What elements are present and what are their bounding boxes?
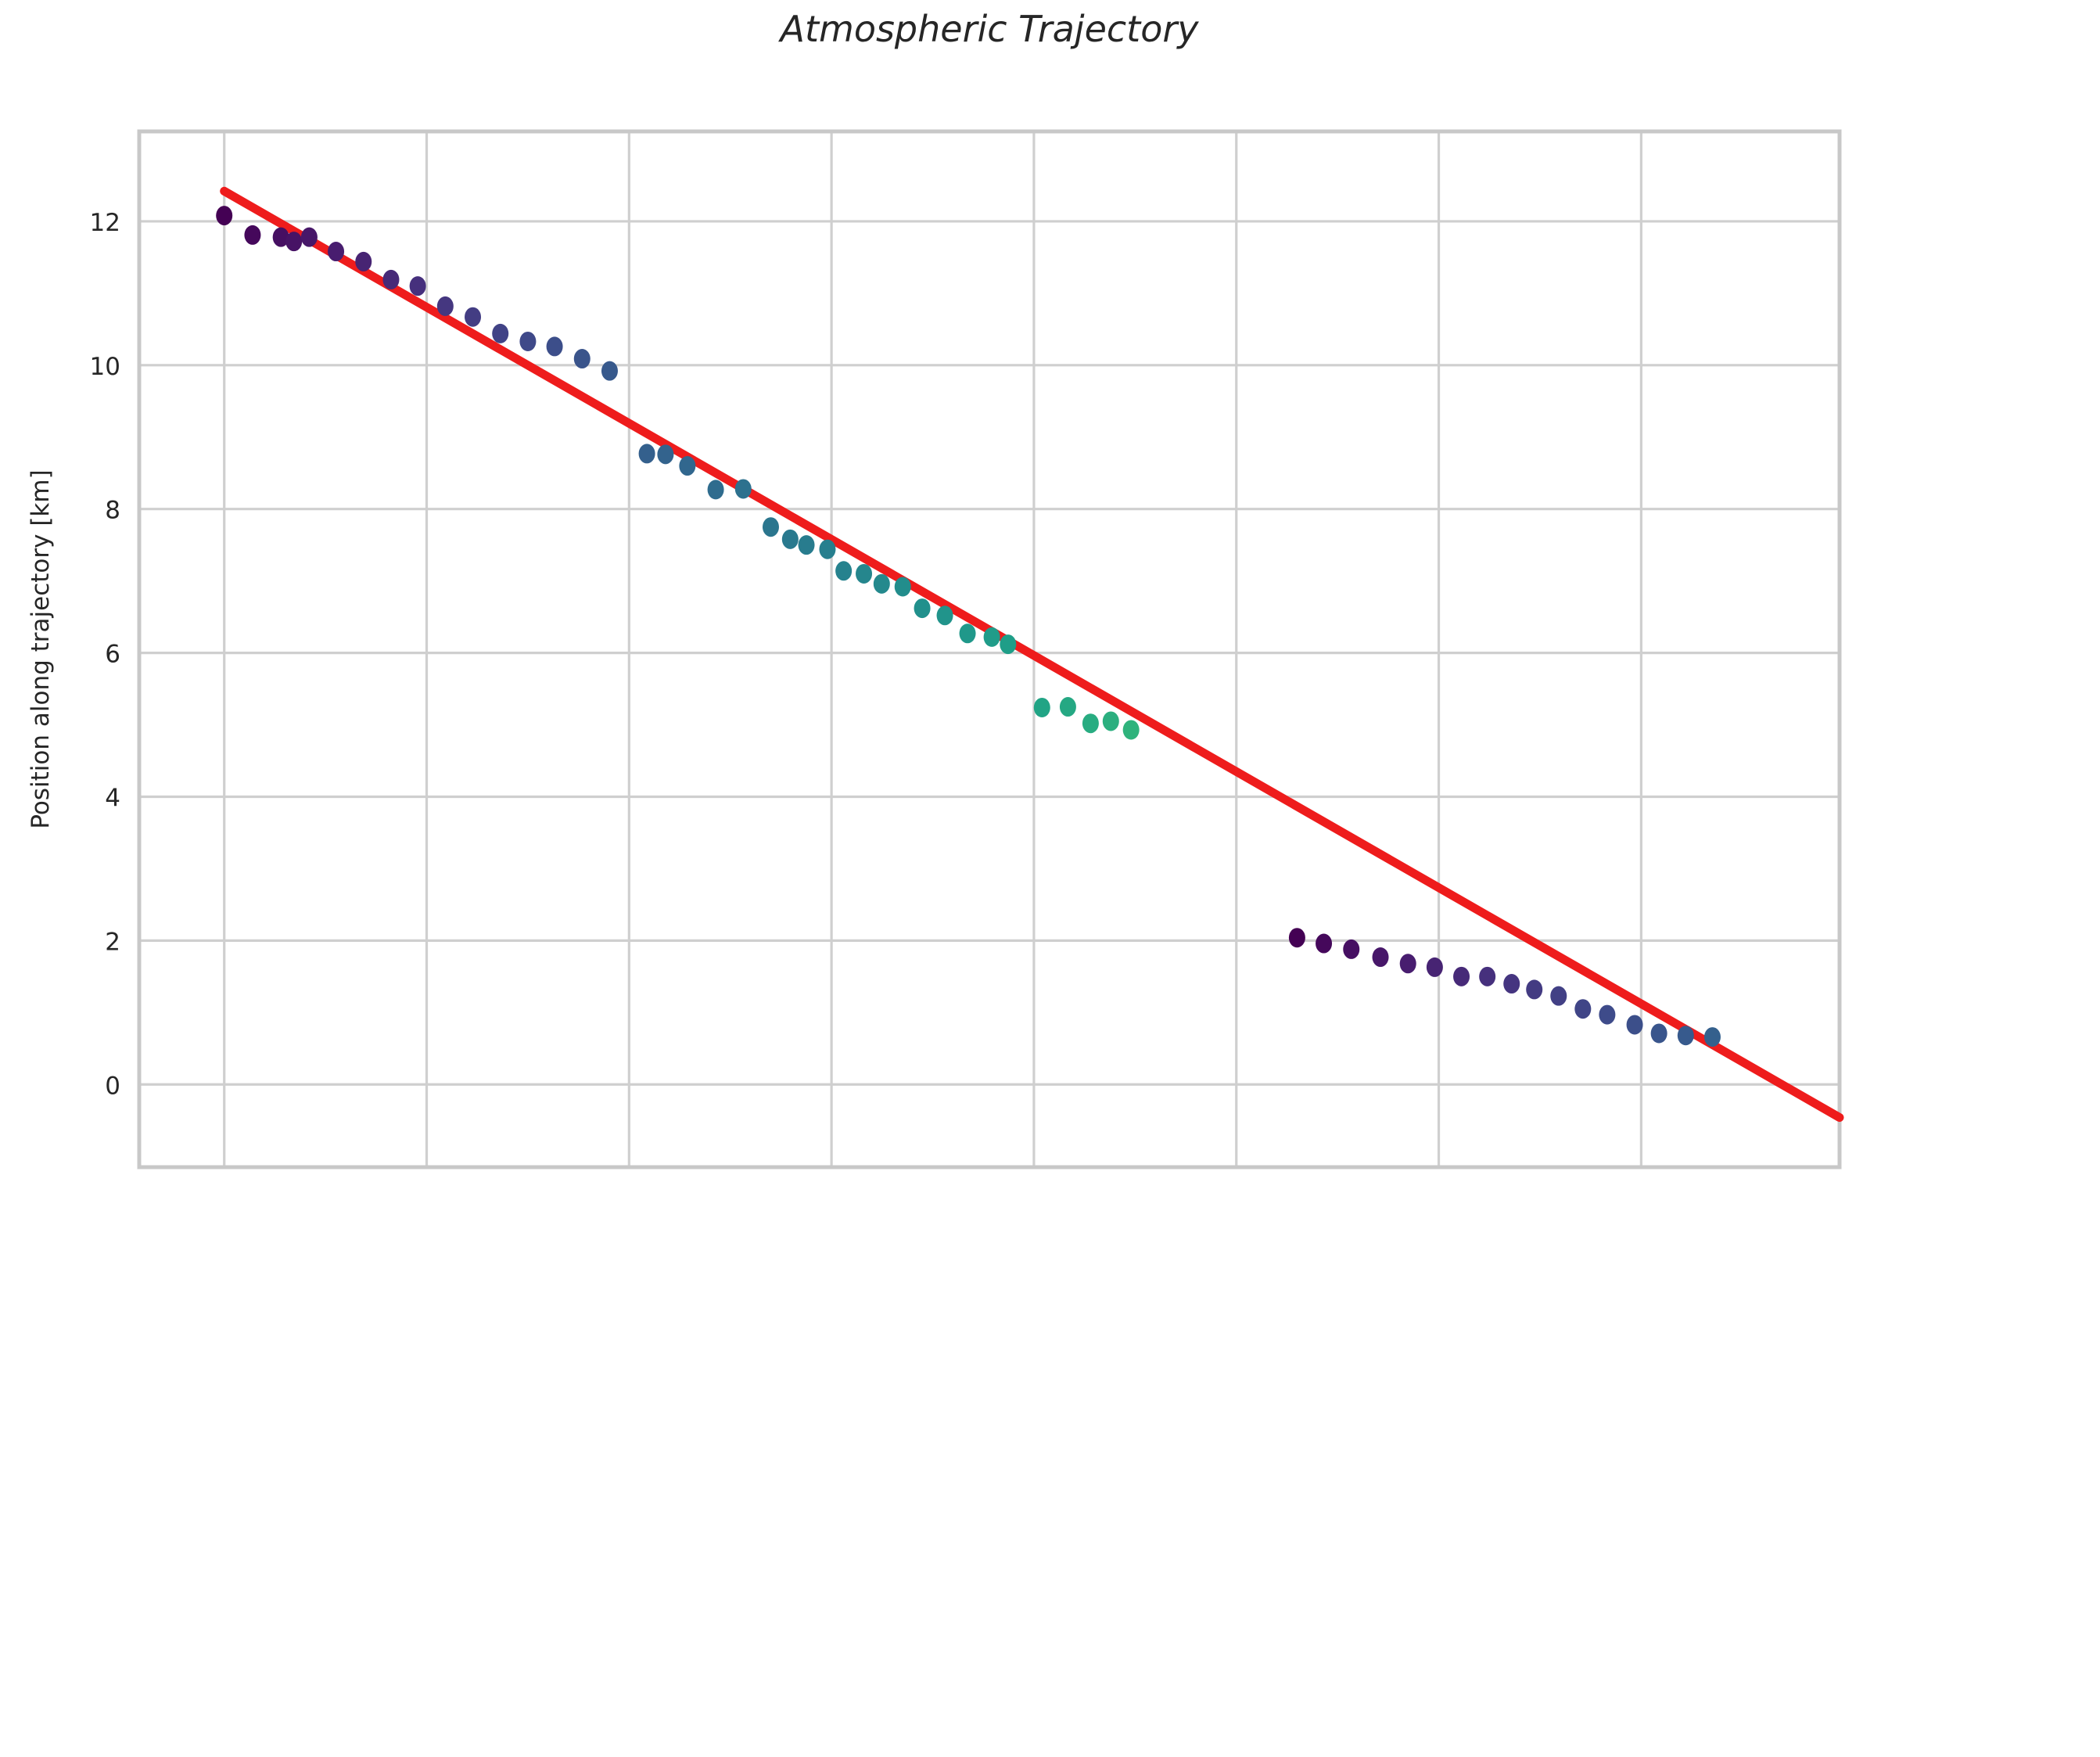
observation-point[interactable] — [216, 206, 233, 226]
observation-point[interactable] — [285, 232, 303, 252]
observation-point[interactable] — [798, 535, 815, 555]
observation-point[interactable] — [546, 336, 563, 357]
observation-point[interactable] — [1574, 999, 1592, 1019]
observation-point[interactable] — [409, 276, 426, 296]
observation-point[interactable] — [1550, 986, 1567, 1006]
observation-point[interactable] — [1372, 947, 1389, 968]
observation-point[interactable] — [601, 361, 618, 381]
observation-point[interactable] — [936, 605, 953, 626]
observation-point[interactable] — [1102, 711, 1119, 731]
observation-point[interactable] — [959, 623, 976, 644]
observation-point[interactable] — [734, 479, 752, 499]
observation-point[interactable] — [638, 444, 655, 464]
y-tick-label: 12 — [90, 209, 120, 237]
observation-point[interactable] — [1082, 713, 1099, 734]
main-plot-ylabel: Position along trajectory [km] — [27, 469, 55, 828]
y-tick-label: 10 — [90, 353, 120, 381]
observation-point[interactable] — [707, 480, 724, 500]
observation-point[interactable] — [465, 307, 482, 327]
observation-point[interactable] — [1479, 966, 1496, 986]
observation-point[interactable] — [1343, 939, 1360, 959]
observation-point[interactable] — [492, 323, 509, 343]
observation-point[interactable] — [1059, 697, 1076, 717]
observation-point[interactable] — [1288, 928, 1305, 948]
observation-point[interactable] — [819, 539, 836, 559]
observation-point[interactable] — [873, 573, 890, 594]
fitted-trajectory-path — [220, 186, 1844, 1123]
observation-point[interactable] — [244, 225, 261, 245]
observation-point[interactable] — [1650, 1023, 1667, 1044]
observation-points — [216, 206, 1721, 1047]
observation-point[interactable] — [1426, 957, 1443, 977]
observation-point[interactable] — [914, 598, 931, 619]
observation-point[interactable] — [1316, 933, 1333, 954]
y-tick-label: 8 — [105, 497, 120, 525]
main-axes-frame — [137, 129, 1842, 1170]
observation-point[interactable] — [436, 296, 454, 316]
observation-point[interactable] — [328, 242, 345, 262]
fitted-trajectory-line — [220, 186, 1844, 1123]
y-tick-label: 0 — [105, 1072, 120, 1100]
observation-point[interactable] — [781, 529, 799, 549]
observation-point[interactable] — [762, 517, 779, 537]
observation-point[interactable] — [983, 627, 1000, 647]
observation-point[interactable] — [1703, 1027, 1721, 1047]
main-plot-grid — [139, 131, 1840, 1167]
observation-point[interactable] — [679, 456, 696, 476]
observation-point[interactable] — [300, 227, 318, 247]
y-tick-label: 6 — [105, 641, 120, 669]
chart-title: Atmospheric Trajectory — [778, 8, 1200, 50]
observation-point[interactable] — [1399, 954, 1416, 974]
observation-point[interactable] — [1453, 966, 1470, 986]
y-tick-label: 2 — [105, 928, 120, 956]
y-tick-label: 4 — [105, 784, 120, 812]
observation-point[interactable] — [1503, 974, 1520, 994]
observation-point[interactable] — [1677, 1026, 1694, 1046]
chart-title-text: Atmospheric Trajectory — [778, 8, 1200, 50]
observation-point[interactable] — [1033, 697, 1050, 717]
observation-point[interactable] — [573, 349, 591, 369]
observation-point[interactable] — [1526, 979, 1543, 1000]
observation-point[interactable] — [1599, 1004, 1616, 1025]
observation-point[interactable] — [519, 331, 537, 351]
observation-point[interactable] — [382, 269, 400, 289]
observation-point[interactable] — [856, 563, 873, 584]
main-plot-spines — [137, 129, 1842, 1170]
observation-point[interactable] — [835, 561, 853, 581]
observation-point[interactable] — [355, 251, 372, 271]
observation-point[interactable] — [272, 227, 289, 247]
observation-point[interactable] — [1000, 634, 1017, 655]
observation-point[interactable] — [1122, 720, 1140, 740]
main-plot-ytick-labels: 0 2 4 6 8 10 12 — [90, 209, 120, 1100]
main-y-axis-label: Position along trajectory [km] — [27, 469, 55, 828]
observation-point[interactable] — [894, 577, 911, 597]
observation-point[interactable] — [657, 444, 674, 465]
observation-point[interactable] — [1626, 1015, 1643, 1035]
